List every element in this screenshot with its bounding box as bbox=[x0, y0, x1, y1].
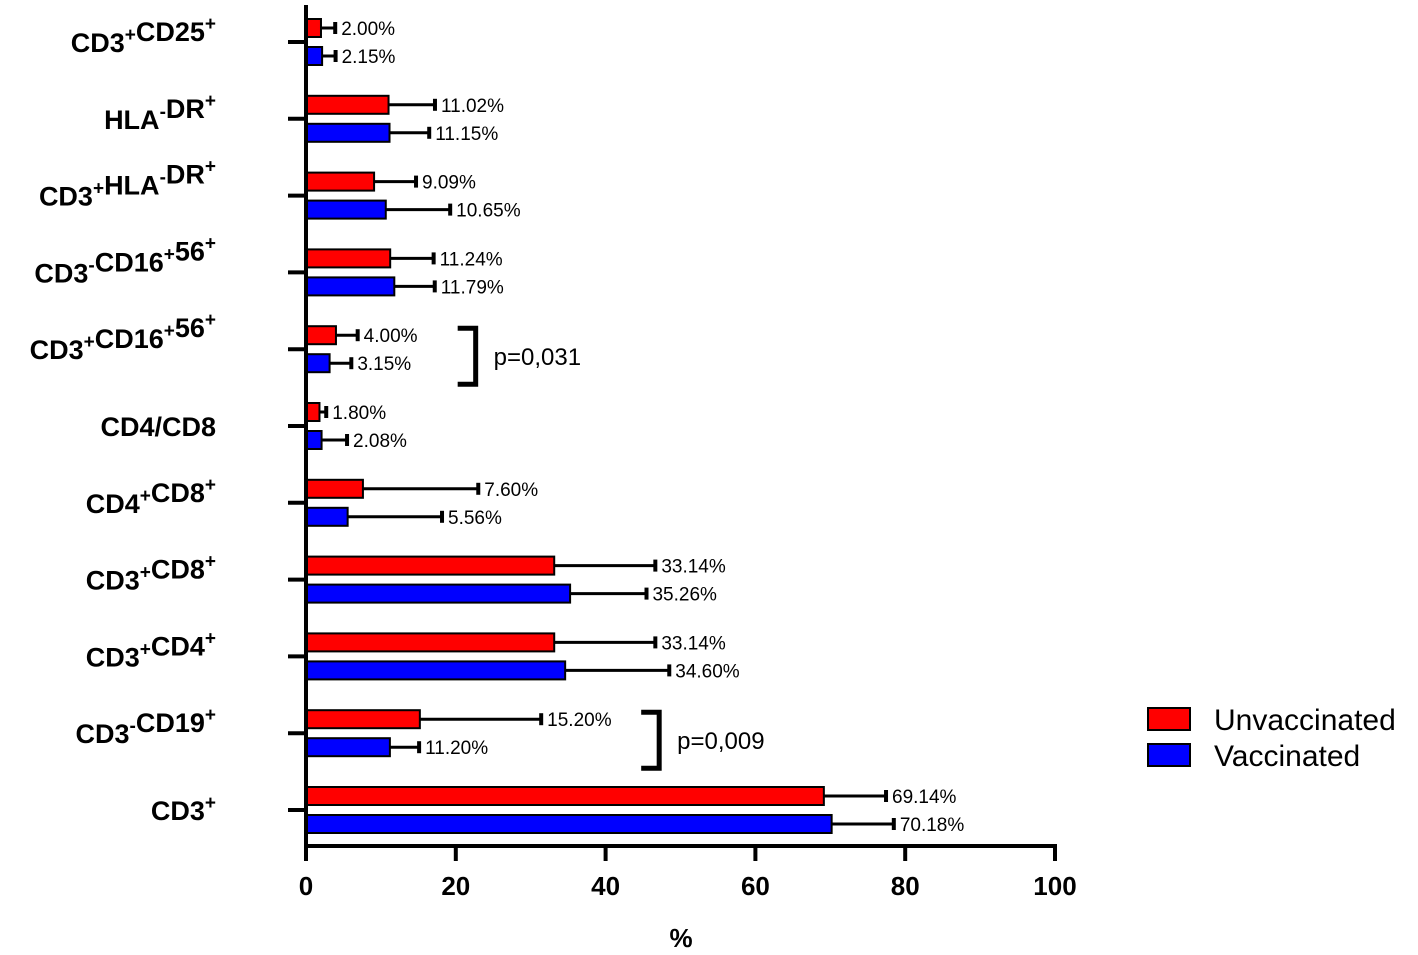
x-tick-label: 100 bbox=[1033, 871, 1076, 901]
bar-unvaccinated bbox=[305, 786, 825, 806]
x-axis-label: % bbox=[669, 923, 692, 953]
x-tick-label: 20 bbox=[441, 871, 470, 901]
category-label: CD4/CD8 bbox=[100, 412, 216, 442]
data-label: 11.15% bbox=[435, 124, 498, 145]
category-label: CD3+CD4+ bbox=[86, 628, 216, 672]
bar-unvaccinated bbox=[305, 171, 376, 192]
data-label: 33.14% bbox=[661, 633, 726, 654]
legend-label-unvaccinated: Unvaccinated bbox=[1214, 704, 1396, 737]
data-label: 11.24% bbox=[440, 249, 503, 270]
category-label: CD3+ bbox=[151, 793, 216, 826]
bars-layer: 2.00% 2.15% 11.02% 11.15% 9.09% 10.65% 11.24% 1… bbox=[305, 18, 965, 836]
legend-swatch-vaccinated bbox=[1147, 743, 1191, 767]
data-label: 33.14% bbox=[661, 557, 726, 578]
category-label: CD3+CD8+ bbox=[86, 552, 216, 596]
bar-vaccinated bbox=[305, 46, 324, 66]
data-label: 11.20% bbox=[425, 738, 488, 759]
category-label: CD3+CD25+ bbox=[71, 14, 216, 58]
bar-vaccinated bbox=[305, 737, 391, 758]
data-label: 2.15% bbox=[342, 47, 396, 68]
bar-unvaccinated bbox=[305, 478, 364, 499]
legend: Unvaccinated Vaccinated bbox=[1147, 704, 1396, 773]
p-value-label: p=0,031 bbox=[494, 344, 581, 371]
data-label: 7.60% bbox=[484, 480, 538, 501]
legend-swatch-unvaccinated bbox=[1147, 707, 1191, 731]
data-label: 2.08% bbox=[353, 431, 407, 452]
bar-vaccinated bbox=[305, 122, 391, 143]
bar-unvaccinated bbox=[305, 248, 392, 269]
p-value-label: p=0,009 bbox=[677, 728, 764, 755]
data-label: 15.20% bbox=[547, 710, 612, 731]
data-label: 4.00% bbox=[364, 326, 418, 347]
bar-vaccinated bbox=[305, 353, 331, 374]
category-label: CD3+HLA-DR+ bbox=[39, 157, 216, 212]
bar-vaccinated bbox=[305, 199, 387, 220]
x-ticks: 0 20 40 60 80 100 bbox=[299, 846, 1077, 901]
data-label: 5.56% bbox=[448, 508, 502, 529]
x-tick-label: 60 bbox=[741, 871, 770, 901]
x-tick-label: 0 bbox=[299, 871, 313, 901]
significance-bracket bbox=[457, 325, 479, 387]
data-label: 3.15% bbox=[357, 354, 411, 375]
category-label: HLA-DR+ bbox=[104, 91, 216, 135]
category-label: CD4+CD8+ bbox=[86, 475, 216, 519]
data-label: 35.26% bbox=[652, 585, 717, 606]
bar-unvaccinated bbox=[305, 632, 556, 653]
bar-unvaccinated bbox=[305, 94, 390, 115]
significance-bracket bbox=[641, 709, 662, 771]
bar-vaccinated bbox=[305, 660, 567, 681]
bar-vaccinated bbox=[305, 814, 833, 834]
category-label: CD3+CD16+56+ bbox=[30, 310, 216, 365]
category-label: CD3-CD16+56+ bbox=[34, 233, 216, 288]
bar-vaccinated bbox=[305, 276, 396, 297]
bar-unvaccinated bbox=[305, 709, 421, 730]
legend-label-vaccinated: Vaccinated bbox=[1214, 740, 1360, 773]
category-labels: CD3+CD25+ HLA-DR+ CD3+HLA-DR+ CD3-CD16+56+ C… bbox=[30, 14, 306, 826]
data-label: 10.65% bbox=[456, 201, 521, 222]
significance-annotations: p=0,031 p=0,009 bbox=[457, 325, 765, 771]
data-label: 34.60% bbox=[675, 661, 740, 682]
data-label: 1.80% bbox=[332, 403, 386, 424]
bar-vaccinated bbox=[305, 583, 572, 604]
bar-vaccinated bbox=[305, 506, 349, 527]
data-label: 70.18% bbox=[900, 815, 965, 836]
category-label: CD3-CD19+ bbox=[76, 705, 216, 749]
data-label: 11.02% bbox=[441, 96, 504, 117]
bar-unvaccinated bbox=[305, 18, 322, 38]
data-label: 2.00% bbox=[341, 19, 395, 40]
bar-unvaccinated bbox=[305, 325, 337, 346]
bar-unvaccinated bbox=[305, 402, 321, 422]
x-tick-label: 40 bbox=[591, 871, 620, 901]
data-label: 11.79% bbox=[441, 277, 504, 298]
bar-vaccinated bbox=[305, 430, 323, 450]
x-tick-label: 80 bbox=[891, 871, 920, 901]
data-label: 9.09% bbox=[422, 173, 476, 194]
bar-unvaccinated bbox=[305, 555, 556, 576]
data-label: 69.14% bbox=[892, 787, 957, 808]
